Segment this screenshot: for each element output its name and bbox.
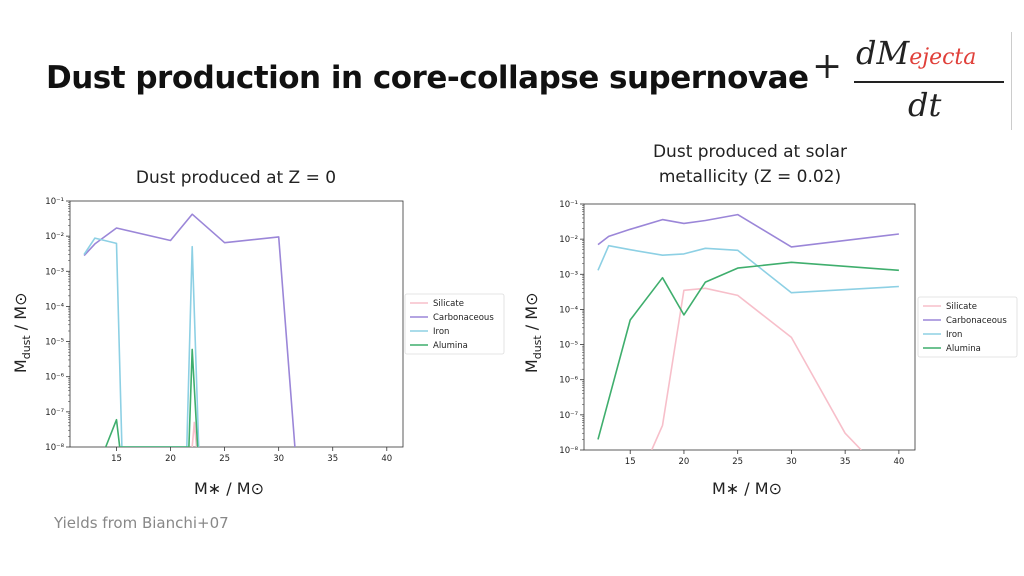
left-y-tick-label: 10⁻¹ [45,197,64,207]
right-y-tick-label: 10⁻³ [559,270,578,280]
right-series-alumina [597,261,899,440]
right-plot-frame [583,203,916,451]
right-y-tick-label: 10⁻⁵ [559,341,578,351]
equation-image-edge [1011,32,1012,130]
right-y-tick-label: 10⁻¹ [559,200,578,210]
left-legend-label: Silicate [433,299,464,309]
left-series-carbonaceous [83,213,296,447]
left-x-axis-label: M∗ / M⊙ [194,479,264,498]
right-series-iron [597,244,899,294]
left-x-tick-label: 25 [219,454,230,464]
right-y-tick-label: 10⁻² [559,235,578,245]
left-y-tick-label: 10⁻⁵ [45,338,64,348]
left-x-tick-label: 35 [327,454,338,464]
left-x-tick-label: 15 [111,454,122,464]
right-x-tick-label: 20 [679,457,690,467]
equation-subscript: ejecta [909,45,977,70]
right-x-tick-label: 25 [732,457,743,467]
right-x-tick-label: 30 [786,457,797,467]
left-panel-title-line: Dust produced at Z = 0 [135,168,337,188]
left-x-tick-label: 20 [165,454,176,464]
right-x-tick-label: 35 [840,457,851,467]
left-legend [404,293,505,355]
right-legend [917,296,1018,358]
right-legend-label: Iron [946,330,962,340]
right-series-carbonaceous [597,213,899,248]
left-y-tick-label: 10⁻⁸ [45,443,64,453]
right-legend-label: Alumina [946,344,981,354]
right-y-tick-label: 10⁻⁸ [559,446,578,456]
left-y-tick-label: 10⁻³ [45,267,64,277]
right-panel-title-line-2: metallicity (Z = 0.02) [658,167,842,187]
footnote-citation: Yields from Bianchi+07 [54,514,229,532]
left-x-tick-label: 40 [381,454,392,464]
equation-plus: + [812,46,843,87]
equation-image: + dMejecta dt [808,28,1012,130]
left-series-silicate [191,421,198,447]
right-y-tick-label: 10⁻⁶ [559,376,578,386]
right-panel-title: Dust produced at solar metallicity (Z = … [610,140,890,190]
slide-title: Dust production in core-collapse superno… [46,60,809,96]
right-series-silicate [650,287,862,450]
right-y-tick-label: 10⁻⁷ [559,411,578,421]
left-series-alumina [104,348,199,447]
left-legend-label: Iron [433,327,449,337]
right-legend-label: Silicate [946,302,977,312]
right-panel-title-line-1: Dust produced at solar [652,142,848,162]
left-y-tick-label: 10⁻⁶ [45,373,64,383]
left-x-tick-label: 30 [273,454,284,464]
right-x-tick-label: 40 [893,457,904,467]
left-y-tick-label: 10⁻⁷ [45,408,64,418]
left-legend-label: Alumina [433,341,468,351]
left-legend-label: Carbonaceous [433,313,494,323]
left-plot-frame [69,200,404,448]
equation-numerator: dMejecta [856,34,976,72]
right-x-axis-label: M∗ / M⊙ [712,479,782,498]
left-series-iron [83,237,200,447]
left-panel-title: Dust produced at Z = 0 [96,166,376,191]
equation-fraction-bar [854,81,1004,83]
right-x-tick-label: 15 [625,457,636,467]
equation-denominator: dt [908,86,942,124]
right-y-tick-label: 10⁻⁴ [559,305,578,315]
left-y-tick-label: 10⁻⁴ [45,302,64,312]
right-legend-label: Carbonaceous [946,316,1007,326]
equation-dm: dM [856,34,910,72]
left-y-tick-label: 10⁻² [45,232,64,242]
